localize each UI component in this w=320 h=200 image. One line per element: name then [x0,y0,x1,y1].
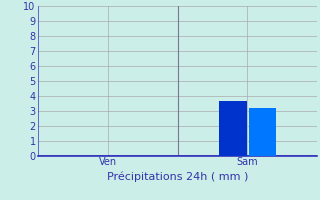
X-axis label: Précipitations 24h ( mm ): Précipitations 24h ( mm ) [107,172,248,182]
Bar [220,100,247,156]
Bar [249,108,276,156]
